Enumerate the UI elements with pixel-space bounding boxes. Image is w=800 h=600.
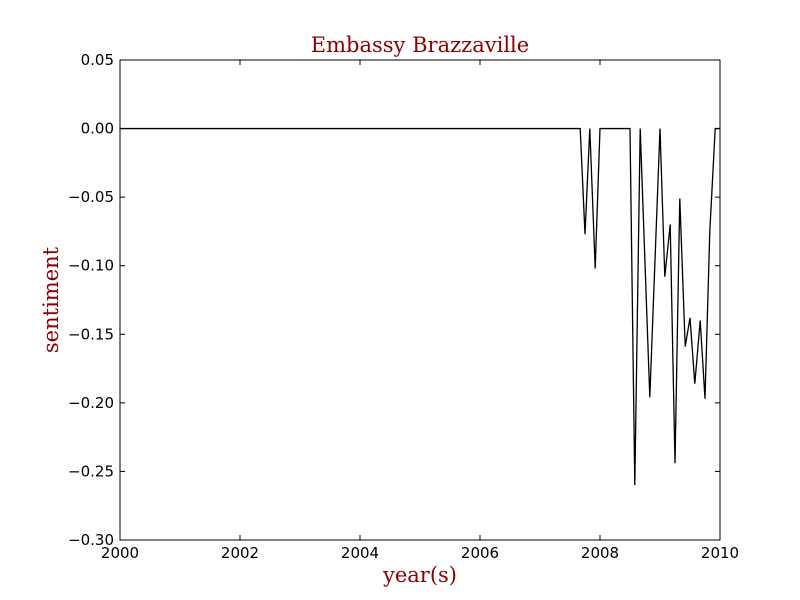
plot-area: [120, 127, 720, 486]
y-tick-label: −0.10: [68, 257, 114, 275]
chart-title: Embassy Brazzaville: [311, 33, 529, 57]
plot-frame: [119, 59, 721, 541]
x-tick-label: 2008: [581, 544, 619, 562]
x-axis-label: year(s): [382, 563, 457, 587]
x-tick-label: 2000: [101, 544, 139, 562]
y-tick-label: −0.25: [68, 462, 114, 480]
y-tick-label: −0.15: [68, 325, 114, 343]
y-axis-label: sentiment: [39, 246, 63, 353]
y-axis: 0.05 0.00 −0.05 −0.10 −0.15 −0.20 −0.25 −0.30: [68, 51, 720, 549]
y-tick-label: −0.20: [68, 394, 114, 412]
y-tick-label: 0.00: [81, 120, 114, 138]
x-axis: 2000 2002 2004 2006 2008 2010: [101, 60, 739, 562]
series-line-0: [120, 127, 720, 486]
x-tick-label: 2002: [221, 544, 259, 562]
y-tick-label: −0.05: [68, 188, 114, 206]
y-tick-label: 0.05: [81, 51, 114, 69]
x-tick-label: 2010: [701, 544, 739, 562]
x-tick-label: 2006: [461, 544, 499, 562]
x-tick-label: 2004: [341, 544, 379, 562]
y-tick-label: −0.30: [68, 531, 114, 549]
